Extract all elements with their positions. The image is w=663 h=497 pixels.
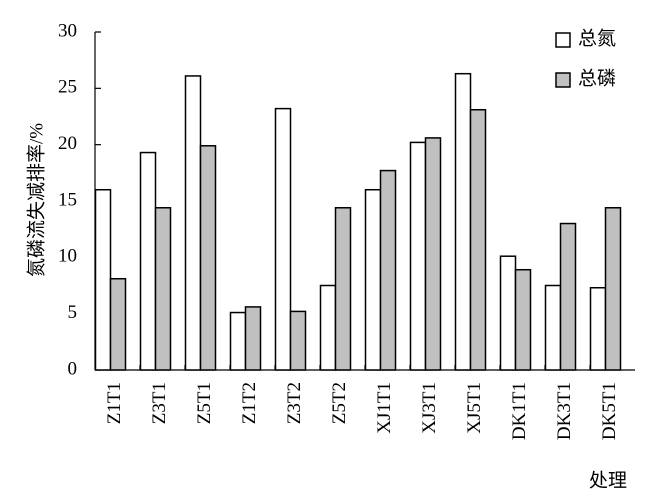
y-tick-label: 25 — [58, 77, 77, 98]
legend-swatch — [555, 72, 571, 88]
bar — [154, 207, 172, 371]
bar — [109, 277, 127, 371]
x-tick-label: XJ3T1 — [419, 382, 440, 434]
x-axis-label: 处理 — [589, 469, 627, 491]
x-tick-label: Z5T1 — [194, 382, 215, 424]
bar — [514, 268, 532, 371]
x-tick-label: Z1T2 — [239, 382, 260, 424]
y-tick-label: 0 — [68, 358, 78, 379]
x-tick-label: Z3T1 — [149, 382, 170, 424]
y-tick-label: 15 — [58, 189, 77, 210]
bar — [364, 188, 382, 371]
x-tick-label: DK1T1 — [509, 382, 530, 440]
bar — [319, 284, 337, 371]
x-tick-label: DK3T1 — [554, 382, 575, 440]
y-tick-label: 5 — [68, 302, 78, 323]
x-tick-label: XJ5T1 — [464, 382, 485, 434]
bar — [589, 287, 607, 371]
bar — [229, 311, 247, 371]
y-axis-label: 氮磷流失减排率/% — [25, 123, 47, 277]
legend-swatch — [555, 32, 571, 48]
bar — [199, 145, 217, 371]
bar — [379, 169, 397, 371]
bar — [604, 207, 622, 371]
bar — [469, 108, 487, 371]
bar — [184, 75, 202, 371]
y-tick-label: 20 — [58, 133, 77, 154]
legend-label: 总磷 — [578, 67, 616, 89]
bar — [409, 141, 427, 371]
y-tick-label: 10 — [58, 246, 77, 267]
bar — [499, 255, 517, 371]
legend-label: 总氮 — [578, 27, 616, 49]
x-tick-label: Z1T1 — [104, 382, 125, 424]
y-tick-label: 30 — [58, 20, 77, 41]
bar — [289, 310, 307, 371]
bar — [334, 207, 352, 371]
bar — [244, 306, 262, 371]
bar — [424, 137, 442, 371]
bar — [544, 284, 562, 371]
bar — [454, 72, 472, 371]
x-tick-label: XJ1T1 — [374, 382, 395, 434]
bar — [274, 107, 292, 371]
x-tick-label: Z5T2 — [329, 382, 350, 424]
bar — [559, 222, 577, 371]
bar — [94, 188, 112, 371]
x-tick-label: Z3T2 — [284, 382, 305, 424]
x-tick-label: DK5T1 — [599, 382, 620, 440]
bar — [139, 151, 157, 371]
